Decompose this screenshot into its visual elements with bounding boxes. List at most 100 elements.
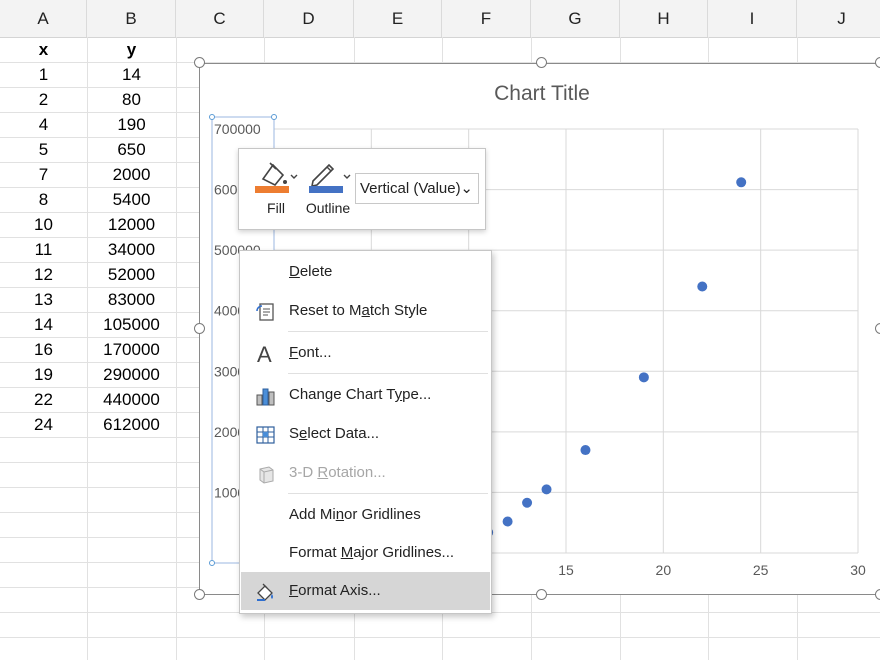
cell-x[interactable]: 10 (34, 215, 53, 234)
outline-label: Outline (305, 200, 351, 216)
cell-y[interactable]: 612000 (103, 415, 160, 434)
cell-x[interactable]: 19 (34, 365, 53, 384)
paint-bucket-icon (255, 162, 298, 193)
chevron-down-icon (343, 174, 351, 179)
format-axis-icon (257, 583, 273, 601)
x-tick-label[interactable]: 30 (850, 562, 866, 578)
menu-item-3d-rotation: 3-D Rotation... (241, 454, 490, 492)
menu-label-part: elete (299, 263, 333, 280)
data-point[interactable] (697, 281, 708, 292)
menu-label-part: Add Mi (289, 506, 336, 523)
chart-element-selector[interactable]: Vertical (Value) ⌄ (355, 173, 479, 204)
cell-x[interactable]: 12 (34, 265, 53, 284)
chart-resize-handle-right[interactable] (875, 323, 880, 334)
cell-x[interactable]: 5 (38, 140, 49, 159)
menu-item-delete[interactable]: Delete (241, 253, 490, 291)
data-point[interactable] (638, 372, 649, 383)
cell-y[interactable]: 14 (122, 65, 141, 84)
column-header-c[interactable]: C (176, 0, 264, 37)
x-tick-label[interactable]: 25 (753, 562, 769, 578)
cell-y[interactable]: 290000 (103, 365, 160, 384)
axis-selection-handle[interactable] (271, 114, 277, 120)
chart-resize-handle-top[interactable] (536, 57, 547, 68)
column-header-a[interactable]: A (0, 0, 87, 37)
menu-label-part: pe... (402, 386, 432, 403)
3d-rotation-icon (259, 466, 274, 484)
menu-item-format-major-gridlines[interactable]: Format Major Gridlines... (241, 534, 490, 572)
menu-accelerator: y (394, 386, 403, 403)
chart-title[interactable]: Chart Title (494, 82, 590, 105)
cell-x[interactable]: 11 (34, 240, 53, 259)
column-header-i[interactable]: I (708, 0, 797, 37)
column-header-h[interactable]: H (620, 0, 708, 37)
data-point[interactable] (580, 445, 591, 456)
menu-label-part: S (289, 425, 300, 442)
menu-accelerator: M (340, 544, 354, 561)
cell-b1[interactable]: y (126, 40, 137, 59)
cell-y[interactable]: 12000 (107, 215, 156, 234)
menu-label-part: Format (289, 544, 341, 561)
cell-x[interactable]: 16 (34, 340, 53, 359)
context-menu: Delete Reset to Match Style A Font... Ch… (239, 250, 492, 614)
cell-y[interactable]: 5400 (112, 190, 151, 209)
chart-resize-handle-bottom[interactable] (536, 589, 547, 600)
menu-item-select-data[interactable]: Select Data... (241, 415, 490, 453)
data-point[interactable] (736, 177, 747, 188)
column-header-g[interactable]: G (531, 0, 620, 37)
menu-item-add-minor-gridlines[interactable]: Add Minor Gridlines (241, 496, 490, 534)
fill-button[interactable]: Fill (249, 155, 303, 223)
chart-resize-handle-left[interactable] (194, 323, 205, 334)
cell-x[interactable]: 7 (38, 165, 49, 184)
cell-y[interactable]: 170000 (103, 340, 160, 359)
menu-label-part: otation... (328, 464, 386, 481)
menu-item-font[interactable]: A Font... (241, 334, 490, 372)
cell-y[interactable]: 52000 (107, 265, 156, 284)
cell-y[interactable]: 2000 (112, 165, 151, 184)
chart-resize-handle-bottom-right[interactable] (875, 589, 880, 600)
cell-y[interactable]: 83000 (107, 290, 156, 309)
menu-label-part: or Gridlines (344, 506, 421, 523)
cell-y[interactable]: 190 (117, 115, 146, 134)
column-header-b[interactable]: B (87, 0, 176, 37)
cell-x[interactable]: 4 (38, 115, 49, 134)
cell-x[interactable]: 24 (34, 415, 53, 434)
menu-item-change-chart-type[interactable]: Change Chart Type... (241, 376, 490, 414)
outline-button[interactable]: Outline (301, 155, 355, 223)
y-tick-label[interactable]: 700000 (214, 121, 261, 137)
x-axis-tick-labels[interactable]: 15 20 25 30 (558, 562, 866, 578)
menu-separator (288, 373, 488, 374)
data-point[interactable] (541, 484, 552, 495)
cell-x[interactable]: 8 (38, 190, 49, 209)
chart-resize-handle-bottom-left[interactable] (194, 589, 205, 600)
cell-y[interactable]: 440000 (103, 390, 160, 409)
cell-y[interactable]: 105000 (103, 315, 160, 334)
column-header-j[interactable]: J (797, 0, 880, 37)
menu-label-part: tch Style (369, 302, 428, 319)
menu-label-part: Change Chart T (289, 386, 395, 403)
data-point[interactable] (522, 497, 533, 508)
cell-x[interactable]: 22 (34, 390, 53, 409)
cell-x[interactable]: 13 (34, 290, 53, 309)
menu-accelerator: n (335, 506, 345, 523)
column-header-f[interactable]: F (442, 0, 531, 37)
grid-row-line (0, 637, 880, 638)
menu-separator (288, 331, 488, 332)
data-point[interactable] (502, 516, 513, 527)
cell-y[interactable]: 80 (122, 90, 141, 109)
column-header-e[interactable]: E (354, 0, 442, 37)
cell-x[interactable]: 14 (34, 315, 53, 334)
column-header-d[interactable]: D (264, 0, 354, 37)
axis-selection-handle[interactable] (209, 560, 215, 566)
menu-item-format-axis[interactable]: Format Axis... (241, 572, 490, 610)
axis-selection-handle[interactable] (209, 114, 215, 120)
cell-a1[interactable]: x (38, 40, 49, 59)
cell-x[interactable]: 1 (38, 65, 49, 84)
x-tick-label[interactable]: 20 (656, 562, 672, 578)
chart-resize-handle-top-left[interactable] (194, 57, 205, 68)
x-tick-label[interactable]: 15 (558, 562, 574, 578)
cell-y[interactable]: 34000 (107, 240, 156, 259)
cell-y[interactable]: 650 (117, 140, 146, 159)
menu-item-reset-to-match-style[interactable]: Reset to Match Style (241, 292, 490, 330)
cell-x[interactable]: 2 (38, 90, 49, 109)
chart-resize-handle-top-right[interactable] (875, 57, 880, 68)
